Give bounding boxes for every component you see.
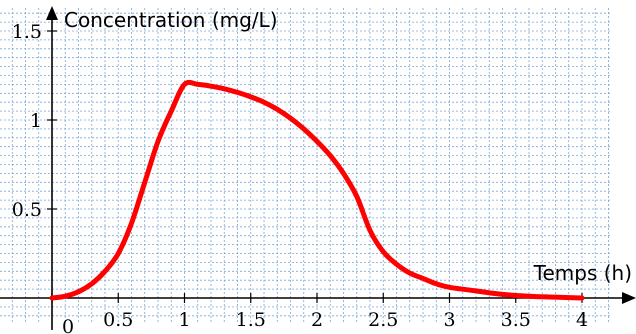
x-tick-label: 0 bbox=[62, 316, 74, 334]
y-tick-label: 1.5 bbox=[12, 21, 42, 43]
series-line bbox=[49, 79, 585, 301]
x-tick-label: 1 bbox=[178, 309, 190, 331]
grid bbox=[0, 8, 612, 324]
y-tick-label: 0.5 bbox=[12, 199, 42, 221]
x-tick-label: 1.5 bbox=[236, 309, 266, 331]
x-axis-arrow-icon bbox=[622, 292, 636, 304]
x-tick-label: 2.5 bbox=[368, 309, 398, 331]
y-axis-label: Concentration (mg/L) bbox=[64, 8, 278, 32]
x-axis-label: Temps (h) bbox=[533, 261, 632, 285]
x-tick-label: 3 bbox=[443, 309, 455, 331]
y-axis-arrow-icon bbox=[46, 6, 58, 20]
y-tick-label: 1 bbox=[30, 110, 42, 132]
x-tick-label: 3.5 bbox=[501, 309, 531, 331]
points bbox=[51, 84, 583, 299]
x-tick-label: 0.5 bbox=[103, 309, 133, 331]
ticks: 0 0.5 1 1.5 2 2.5 3 3.5 4 0.5 1 1.5 bbox=[12, 21, 588, 334]
x-tick-label: 4 bbox=[576, 309, 588, 331]
x-tick-label: 2 bbox=[311, 309, 323, 331]
